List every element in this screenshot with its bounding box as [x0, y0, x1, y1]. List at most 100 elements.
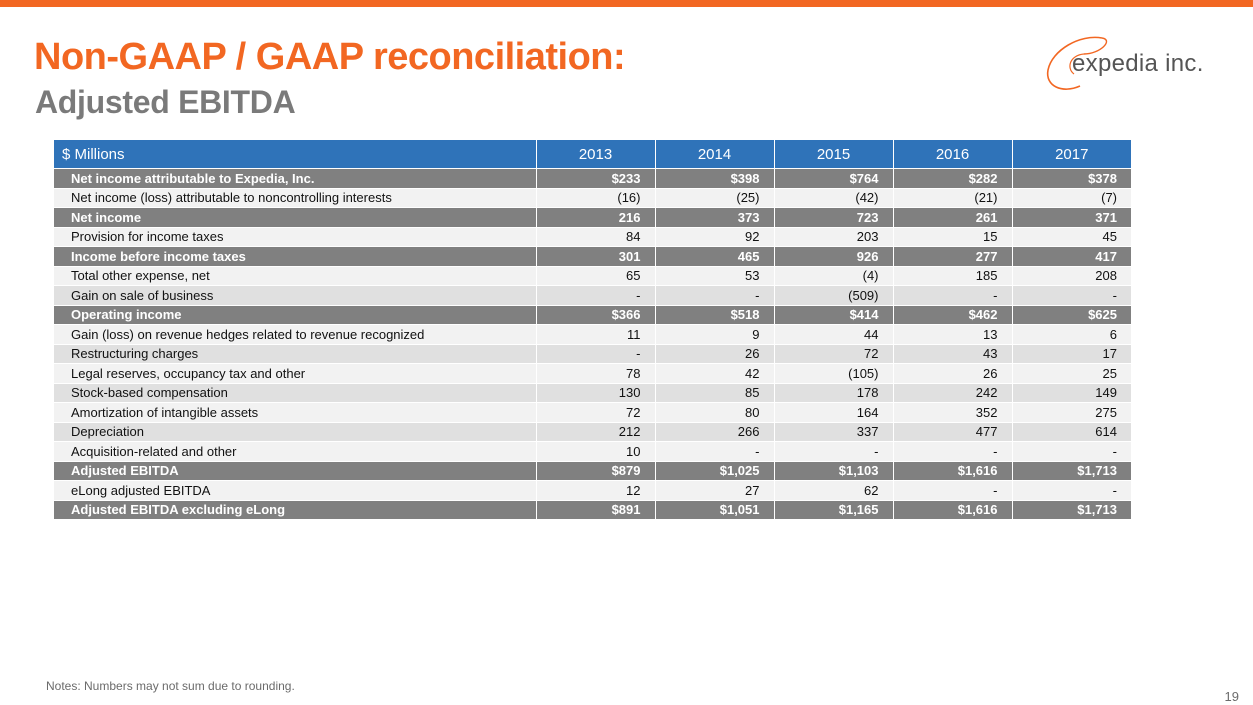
table-header-row: $ Millions 2013 2014 2015 2016 2017	[54, 140, 1131, 169]
table-cell: 10	[536, 441, 656, 461]
table-cell: 275	[1012, 402, 1131, 422]
table-cell: 614	[1012, 421, 1131, 442]
table-cell: 130	[536, 382, 656, 403]
table-cell: $1,616	[893, 499, 1013, 519]
row-label: Income before income taxes	[54, 246, 537, 266]
row-label: Total other expense, net	[54, 265, 537, 286]
page-number: 19	[1224, 689, 1239, 704]
table-cell: 17	[1012, 343, 1131, 364]
table-cell: (42)	[774, 187, 894, 208]
page-title: Non-GAAP / GAAP reconciliation:	[34, 36, 626, 78]
table-cell: 301	[536, 246, 656, 266]
table-cell: 261	[893, 207, 1013, 227]
table-cell: $1,713	[1012, 499, 1131, 519]
table-cell: $1,713	[1012, 460, 1131, 481]
table-cell: (25)	[655, 187, 775, 208]
table-cell: 26	[655, 343, 775, 364]
row-label: Gain (loss) on revenue hedges related to…	[54, 324, 537, 344]
column-header: 2015	[774, 140, 894, 169]
table-cell: 15	[893, 226, 1013, 247]
table-row: Gain on sale of business - - (509) - -	[54, 285, 1131, 305]
table-cell: 53	[655, 265, 775, 286]
table-cell: 92	[655, 226, 775, 247]
table-cell: -	[536, 343, 656, 364]
table-cell: 25	[1012, 363, 1131, 383]
table-row: Net income 216 373 723 261 371	[54, 207, 1131, 227]
table-row: Net income (loss) attributable to noncon…	[54, 187, 1131, 208]
row-label: Amortization of intangible assets	[54, 402, 537, 422]
table-cell: $1,616	[893, 460, 1013, 481]
table-cell: $233	[536, 168, 656, 188]
table-cell: -	[655, 441, 775, 461]
column-header: $ Millions	[54, 140, 537, 169]
table-cell: 85	[655, 382, 775, 403]
table-cell: 65	[536, 265, 656, 286]
column-header: 2014	[655, 140, 775, 169]
expedia-logo-swoosh-icon	[1046, 36, 1108, 90]
table-cell: 72	[536, 402, 656, 422]
table-row: Stock-based compensation 130 85 178 242 149	[54, 382, 1131, 403]
table-cell: (509)	[774, 285, 894, 305]
table-cell: 465	[655, 246, 775, 266]
table-cell: 62	[774, 480, 894, 500]
row-label: eLong adjusted EBITDA	[54, 480, 537, 500]
table-row: Adjusted EBITDA excluding eLong $891 $1,05…	[54, 499, 1131, 519]
table-row: Net income attributable to Expedia, Inc.…	[54, 168, 1131, 188]
table-cell: -	[1012, 441, 1131, 461]
table-cell: (21)	[893, 187, 1013, 208]
table-cell: $462	[893, 304, 1013, 325]
table-cell: -	[774, 441, 894, 461]
table-row: Gain (loss) on revenue hedges related to…	[54, 324, 1131, 344]
row-label: Adjusted EBITDA excluding eLong	[54, 499, 537, 519]
table-cell: $764	[774, 168, 894, 188]
page-subtitle: Adjusted EBITDA	[35, 84, 296, 120]
table-cell: 208	[1012, 265, 1131, 286]
table-row: Depreciation 212 266 337 477 614	[54, 421, 1131, 442]
table-cell: 477	[893, 421, 1013, 442]
table-cell: -	[1012, 480, 1131, 500]
table-cell: 6	[1012, 324, 1131, 344]
table-cell: (7)	[1012, 187, 1131, 208]
table-cell: $891	[536, 499, 656, 519]
table-row: Legal reserves, occupancy tax and other 7…	[54, 363, 1131, 383]
table-cell: $378	[1012, 168, 1131, 188]
row-label: Net income	[54, 207, 537, 227]
table-cell: (105)	[774, 363, 894, 383]
table-cell: $366	[536, 304, 656, 325]
table-cell: 926	[774, 246, 894, 266]
table-row: eLong adjusted EBITDA 12 27 62- -	[54, 480, 1131, 500]
table-cell: 185	[893, 265, 1013, 286]
column-header: 2013	[536, 140, 656, 169]
table-row: Acquisition-related and other 10- - - -	[54, 441, 1131, 461]
table-cell: -	[1012, 285, 1131, 305]
table-row: Provision for income taxes 84 92 203 15 45	[54, 226, 1131, 247]
table-cell: 723	[774, 207, 894, 227]
table-cell: 78	[536, 363, 656, 383]
table-row: Income before income taxes 301 465 926 277 41…	[54, 246, 1131, 266]
table-cell: 44	[774, 324, 894, 344]
table-cell: -	[536, 285, 656, 305]
table-cell: 27	[655, 480, 775, 500]
row-label: Net income (loss) attributable to noncon…	[54, 187, 537, 208]
table-cell: $282	[893, 168, 1013, 188]
table-cell: 149	[1012, 382, 1131, 403]
table-cell: 12	[536, 480, 656, 500]
table-cell: $1,025	[655, 460, 775, 481]
table-cell: 42	[655, 363, 775, 383]
table-cell: 216	[536, 207, 656, 227]
table-cell: 266	[655, 421, 775, 442]
table-cell: 45	[1012, 226, 1131, 247]
table-cell: 178	[774, 382, 894, 403]
column-header: 2017	[1012, 140, 1131, 169]
table-cell: 373	[655, 207, 775, 227]
logo-wordmark: expedia inc.	[1072, 50, 1204, 77]
ebitda-reconciliation-table: $ Millions 2013 2014 2015 2016 2017 Net …	[54, 140, 1131, 519]
table-cell: $518	[655, 304, 775, 325]
table-cell: $1,051	[655, 499, 775, 519]
row-label: Net income attributable to Expedia, Inc.	[54, 168, 537, 188]
table-cell: (4)	[774, 265, 894, 286]
table-cell: 337	[774, 421, 894, 442]
row-label: Provision for income taxes	[54, 226, 537, 247]
table-cell: -	[893, 441, 1013, 461]
table-cell: $1,103	[774, 460, 894, 481]
